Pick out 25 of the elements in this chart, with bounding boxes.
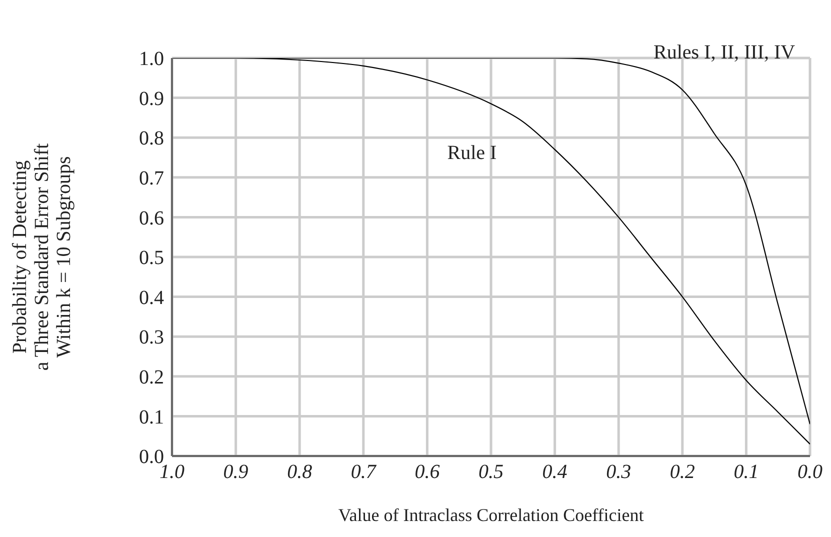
y-tick-label: 0.1 [139,406,164,428]
y-tick-label: 0.4 [139,286,164,309]
series-label: Rule I [447,142,497,164]
x-tick-label: 0.6 [414,461,440,484]
x-tick-label: 0.8 [287,461,312,484]
y-tick-label: 0.7 [139,168,164,190]
x-tick-label: 0.1 [734,461,759,484]
x-tick-label: 0.2 [670,461,695,484]
y-tick-label: 0.3 [139,326,164,349]
x-tick-label: 0.0 [798,461,822,484]
y-tick-label: 0.0 [139,446,164,468]
x-axis-title: Value of Intraclass Correlation Coefficient [338,505,644,525]
x-tick-label: 0.5 [478,461,504,484]
x-tick-label: 0.9 [223,461,248,484]
y-tick-label: 1.0 [139,48,164,70]
series-label: Rules I, II, III, IV [653,42,796,64]
y-tick-label: 0.9 [139,88,164,110]
y-tick-label: 0.6 [139,207,164,230]
y-axis-title: Probability of Detecting a Three Standard Error Shift Within k = 10 Subgroups [9,142,75,371]
y-tick-label: 0.5 [139,247,164,270]
y-tick-label: 0.2 [139,366,164,388]
x-tick-label: 0.7 [350,461,377,484]
x-tick-label: 0.3 [606,461,632,484]
y-tick-label: 0.8 [139,128,164,150]
x-tick-label: 0.4 [542,461,568,484]
